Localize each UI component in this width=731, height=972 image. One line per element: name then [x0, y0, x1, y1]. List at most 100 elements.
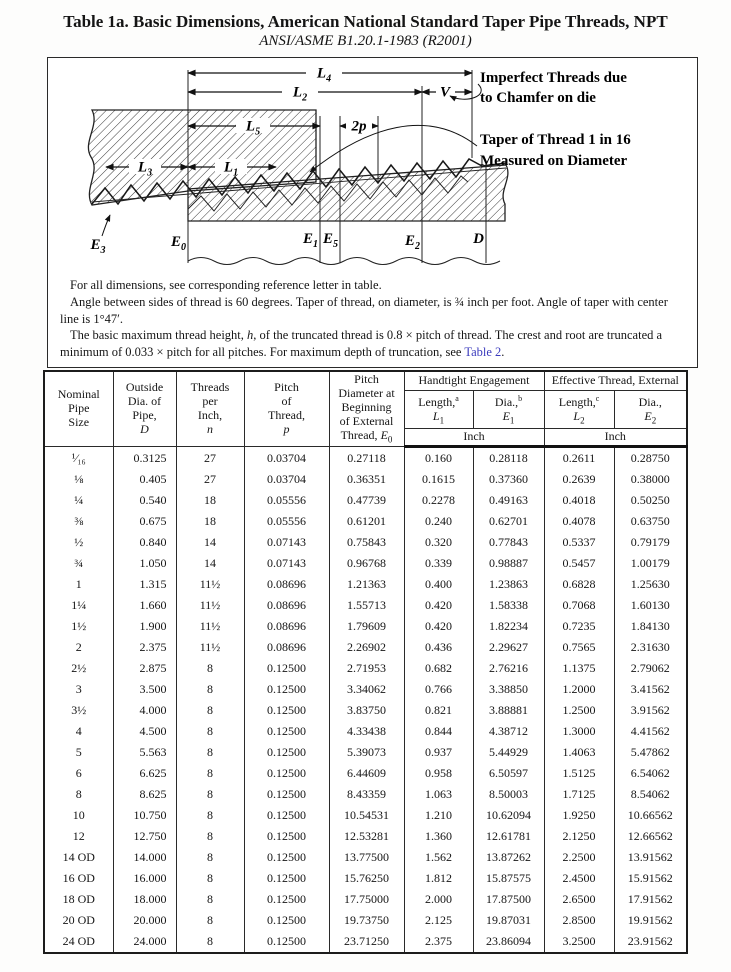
dim-label-l3: L3 — [137, 160, 152, 179]
cell-nominal-size: 1 — [43, 574, 114, 596]
header-pitch: Pitch of Thread, p — [243, 370, 330, 448]
cell-pitch-dia-e0: 0.96768 — [328, 553, 405, 575]
pipe-block — [187, 164, 509, 223]
cell-pitch-dia-e0: 3.83750 — [328, 700, 405, 722]
cell-outside-dia: 1.660 — [112, 595, 177, 617]
cell-pitch-dia-e0: 0.61201 — [328, 511, 405, 533]
taper-note-line1: Taper of Thread 1 in 16 — [480, 132, 631, 148]
cell-dia-e1: 3.38850 — [472, 679, 545, 701]
cell-length-l1: 0.2278 — [403, 490, 474, 512]
table-row: 20 OD 20.000 8 0.12500 19.73750 2.125 19.87031… — [43, 910, 688, 932]
cell-length-l2: 2.8500 — [543, 910, 615, 932]
cell-pitch: 0.03704 — [243, 446, 330, 470]
cell-pitch: 0.12500 — [243, 679, 330, 701]
cell-pitch-dia-e0: 19.73750 — [328, 910, 405, 932]
table-row: 4 4.500 8 0.12500 4.33438 0.844 4.38712 1.3000 4… — [43, 721, 688, 743]
cell-dia-e1: 5.44929 — [472, 742, 545, 764]
cell-length-l1: 0.240 — [403, 511, 474, 533]
cell-threads-per-inch: 11½ — [175, 595, 245, 617]
chamfer-note-line1: Imperfect Threads due — [480, 70, 627, 86]
cell-pitch: 0.12500 — [243, 889, 330, 911]
cell-pitch-dia-e0: 5.39073 — [328, 742, 405, 764]
cell-dia-e2: 0.28750 — [613, 446, 688, 470]
cell-outside-dia: 20.000 — [112, 910, 177, 932]
cell-pitch-dia-e0: 15.76250 — [328, 868, 405, 890]
cell-outside-dia: 2.375 — [112, 637, 177, 659]
figure-box: L4 L2 V L5 2p L3 L1 E3 E0 E1 E5 E2 D Imp… — [47, 57, 698, 368]
table-row: ¼ 0.540 18 0.05556 0.47739 0.2278 0.49163 0.401… — [43, 490, 688, 512]
cell-nominal-size: ¾ — [43, 553, 114, 575]
cell-length-l1: 0.821 — [403, 700, 474, 722]
cell-length-l2: 1.2000 — [543, 679, 615, 701]
table-2-link[interactable]: Table 2 — [464, 344, 502, 359]
cell-nominal-size: 18 OD — [43, 889, 114, 911]
cell-nominal-size: 10 — [43, 805, 114, 827]
cell-outside-dia: 1.315 — [112, 574, 177, 596]
cell-dia-e1: 2.76216 — [472, 658, 545, 680]
cell-threads-per-inch: 8 — [175, 658, 245, 680]
cell-pitch: 0.12500 — [243, 847, 330, 869]
cell-length-l2: 1.4063 — [543, 742, 615, 764]
cell-threads-per-inch: 11½ — [175, 637, 245, 659]
page-title: Table 1a. Basic Dimensions, American Nat… — [63, 12, 668, 31]
cell-dia-e2: 10.66562 — [613, 805, 688, 827]
cell-outside-dia: 12.750 — [112, 826, 177, 848]
cell-pitch-dia-e0: 1.55713 — [328, 595, 405, 617]
cell-dia-e1: 12.61781 — [472, 826, 545, 848]
cell-length-l1: 0.320 — [403, 532, 474, 554]
cell-length-l1: 0.937 — [403, 742, 474, 764]
cell-nominal-size: 5 — [43, 742, 114, 764]
cell-threads-per-inch: 8 — [175, 847, 245, 869]
cell-pitch: 0.12500 — [243, 721, 330, 743]
cell-nominal-size: 12 — [43, 826, 114, 848]
cell-pitch: 0.08696 — [243, 595, 330, 617]
ref-label-e3: E3 — [89, 237, 105, 256]
table-row: ¹⁄₁₆ 0.3125 27 0.03704 0.27118 0.160 0.28118 0.… — [43, 446, 688, 470]
cell-outside-dia: 14.000 — [112, 847, 177, 869]
cell-length-l1: 0.1615 — [403, 469, 474, 491]
cell-pitch: 0.12500 — [243, 805, 330, 827]
cell-outside-dia: 16.000 — [112, 868, 177, 890]
cell-dia-e2: 0.79179 — [613, 532, 688, 554]
note-thread-height: The basic maximum thread height, h, of t… — [60, 328, 663, 359]
table-row: ⅛ 0.405 27 0.03704 0.36351 0.1615 0.37360 0.263… — [43, 469, 688, 491]
cell-dia-e2: 4.41562 — [613, 721, 688, 743]
dim-label-l4: L4 — [316, 66, 331, 85]
cell-pitch: 0.12500 — [243, 931, 330, 954]
cell-length-l1: 0.436 — [403, 637, 474, 659]
cell-dia-e2: 2.79062 — [613, 658, 688, 680]
cell-length-l2: 0.5337 — [543, 532, 615, 554]
dim-label-2p: 2p — [351, 119, 368, 135]
cell-nominal-size: 14 OD — [43, 847, 114, 869]
cell-dia-e1: 3.88881 — [472, 700, 545, 722]
header-pitch-dia-e0: Pitch Diameter at Beginning of External T… — [328, 370, 405, 448]
ref-label-e5: E5 — [322, 231, 338, 250]
cell-outside-dia: 18.000 — [112, 889, 177, 911]
cell-dia-e1: 4.38712 — [472, 721, 545, 743]
cell-pitch-dia-e0: 8.43359 — [328, 784, 405, 806]
cell-threads-per-inch: 14 — [175, 553, 245, 575]
table-row: 1 1.315 11½ 0.08696 1.21363 0.400 1.23863 0.682… — [43, 574, 688, 596]
cell-length-l2: 2.1250 — [543, 826, 615, 848]
header-threads-per-inch: Threads per Inch, n — [175, 370, 245, 448]
cell-length-l1: 0.420 — [403, 616, 474, 638]
table-row: 5 5.563 8 0.12500 5.39073 0.937 5.44929 1.4063 5… — [43, 742, 688, 764]
table-row: 10 10.750 8 0.12500 10.54531 1.210 10.62094 1.9… — [43, 805, 688, 827]
cell-threads-per-inch: 11½ — [175, 616, 245, 638]
table-row: 1½ 1.900 11½ 0.08696 1.79609 0.420 1.82234 0.72… — [43, 616, 688, 638]
table-row: 14 OD 14.000 8 0.12500 13.77500 1.562 13.87262… — [43, 847, 688, 869]
cell-dia-e2: 19.91562 — [613, 910, 688, 932]
cell-nominal-size: 16 OD — [43, 868, 114, 890]
cell-length-l1: 1.360 — [403, 826, 474, 848]
cell-pitch-dia-e0: 6.44609 — [328, 763, 405, 785]
cell-outside-dia: 5.563 — [112, 742, 177, 764]
cell-dia-e1: 8.50003 — [472, 784, 545, 806]
cell-pitch-dia-e0: 13.77500 — [328, 847, 405, 869]
cell-length-l2: 1.3000 — [543, 721, 615, 743]
cell-length-l2: 1.5125 — [543, 763, 615, 785]
cell-pitch: 0.12500 — [243, 658, 330, 680]
header-group-handtight: Handtight Engagement — [403, 370, 545, 392]
note-dimensions: For all dimensions, see corresponding re… — [70, 278, 382, 293]
cell-length-l2: 1.9250 — [543, 805, 615, 827]
cell-nominal-size: ½ — [43, 532, 114, 554]
